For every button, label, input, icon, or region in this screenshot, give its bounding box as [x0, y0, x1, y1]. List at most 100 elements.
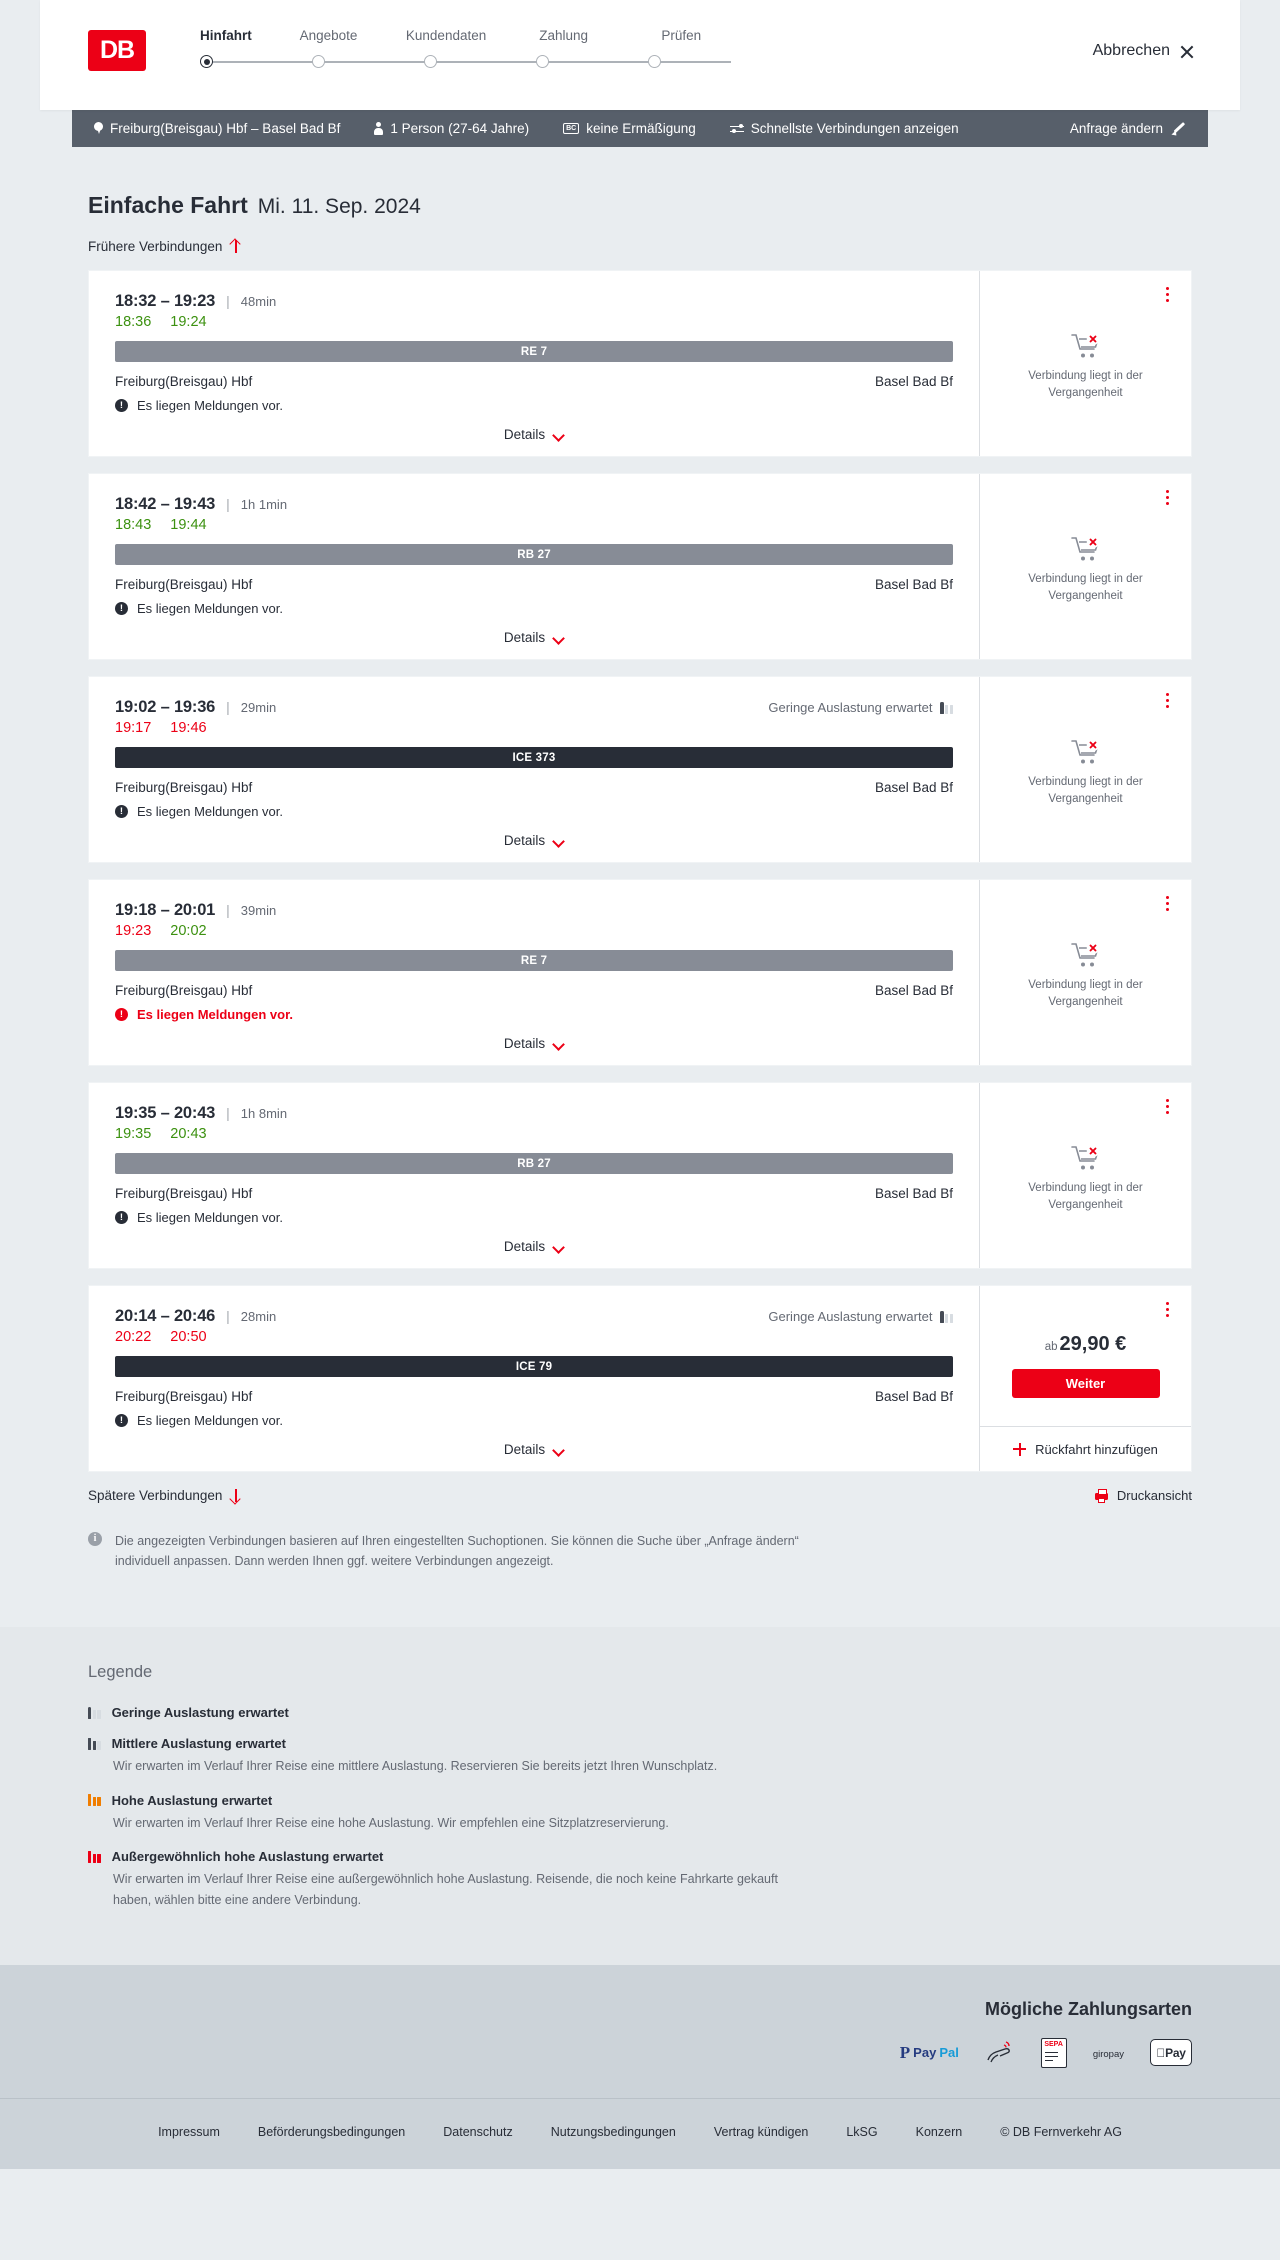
- person-icon: [374, 122, 384, 135]
- connection-message[interactable]: ! Es liegen Meldungen vor.: [115, 1413, 953, 1428]
- criteria-passengers-label: 1 Person (27-64 Jahre): [390, 121, 530, 136]
- scheduled-time-range: 20:14 – 20:46: [115, 1307, 216, 1325]
- actual-departure-time: 20:22: [115, 1329, 152, 1345]
- step-dot-angebote[interactable]: [312, 55, 325, 68]
- actual-times: 18:36 19:24: [115, 314, 953, 330]
- details-toggle[interactable]: Details: [115, 1036, 953, 1051]
- chevron-down-icon: [553, 1446, 564, 1453]
- connection-message[interactable]: ! Es liegen Meldungen vor.: [115, 398, 953, 413]
- step-dot-kundendaten[interactable]: [424, 55, 437, 68]
- departure-station: Freiburg(Breisgau) Hbf: [115, 374, 253, 389]
- scheduled-time-range: 18:42 – 19:43: [115, 495, 216, 513]
- actual-arrival-time: 20:50: [170, 1329, 207, 1345]
- connection-info: 18:42 – 19:43 | 1h 1min 18:43 19:44 RB 2…: [89, 474, 979, 659]
- exclamation-icon: !: [115, 399, 128, 412]
- later-connections-button[interactable]: Spätere Verbindungen: [88, 1488, 241, 1503]
- connection-card[interactable]: 19:02 – 19:36 | 29min Geringe Auslastung…: [88, 676, 1192, 863]
- train-line-label: RB 27: [517, 548, 551, 561]
- scheduled-time-range: 19:18 – 20:01: [115, 901, 216, 919]
- step-dot-pruefen[interactable]: [648, 55, 661, 68]
- details-toggle[interactable]: Details: [115, 427, 953, 442]
- occupancy-indicator: Geringe Auslastung erwartet: [768, 700, 953, 715]
- connection-card[interactable]: 20:14 – 20:46 | 28min Geringe Auslastung…: [88, 1285, 1192, 1472]
- actual-arrival-time: 19:44: [170, 517, 207, 533]
- more-options-button[interactable]: [1159, 692, 1175, 710]
- info-icon: i: [88, 1532, 102, 1546]
- step-dot-zahlung[interactable]: [536, 55, 549, 68]
- db-logo[interactable]: DB: [88, 30, 146, 71]
- legend-item-head: Hohe Auslastung erwartet: [88, 1793, 1192, 1808]
- details-toggle[interactable]: Details: [115, 1442, 953, 1457]
- connection-message[interactable]: ! Es liegen Meldungen vor.: [115, 1007, 953, 1022]
- sepa-label: SEPA: [1044, 2041, 1063, 2048]
- occupancy-very-high-icon: [88, 1850, 101, 1863]
- occupancy-low-icon: [88, 1706, 101, 1719]
- details-toggle[interactable]: Details: [115, 1239, 953, 1254]
- chevron-down-icon: [553, 1040, 564, 1047]
- details-toggle[interactable]: Details: [115, 630, 953, 645]
- search-criteria-bar: Freiburg(Breisgau) Hbf – Basel Bad Bf 1 …: [72, 110, 1208, 147]
- connection-card[interactable]: 18:32 – 19:23 | 48min 18:36 19:24 RE 7 F…: [88, 270, 1192, 457]
- connection-card[interactable]: 18:42 – 19:43 | 1h 1min 18:43 19:44 RB 2…: [88, 473, 1192, 660]
- details-label: Details: [503, 427, 546, 442]
- exclamation-icon: !: [115, 1008, 128, 1021]
- connection-times: 18:42 – 19:43 | 1h 1min: [115, 495, 953, 514]
- step-dot-hinfahrt[interactable]: [200, 55, 213, 68]
- criteria-route[interactable]: Freiburg(Breisgau) Hbf – Basel Bad Bf: [94, 121, 340, 136]
- more-options-button[interactable]: [1159, 1301, 1175, 1319]
- step-label-zahlung[interactable]: Zahlung: [539, 28, 589, 43]
- footer-link-befoerderungsbedingungen[interactable]: Beförderungsbedingungen: [257, 2124, 406, 2139]
- more-options-button[interactable]: [1159, 1098, 1175, 1116]
- unavailable-notice: Verbindung liegt in der Vergangenheit: [980, 474, 1191, 659]
- giropay-label: giropay: [1092, 2048, 1124, 2060]
- time-separator: |: [226, 496, 230, 512]
- footer-link-datenschutz[interactable]: Datenschutz: [443, 2124, 513, 2139]
- connection-message[interactable]: ! Es liegen Meldungen vor.: [115, 1210, 953, 1225]
- criteria-passengers[interactable]: 1 Person (27-64 Jahre): [374, 121, 529, 136]
- criteria-sorting[interactable]: Schnellste Verbindungen anzeigen: [729, 121, 959, 136]
- add-return-trip-button[interactable]: Rückfahrt hinzufügen: [980, 1426, 1191, 1471]
- more-options-button[interactable]: [1159, 895, 1175, 913]
- connection-action-panel: Verbindung liegt in der Vergangenheit: [979, 880, 1191, 1065]
- cancel-button[interactable]: Abbrechen: [1093, 42, 1194, 60]
- earlier-connections-button[interactable]: Frühere Verbindungen: [88, 239, 241, 254]
- actual-arrival-time: 20:43: [170, 1126, 207, 1142]
- footer-link-nutzungsbedingungen[interactable]: Nutzungsbedingungen: [550, 2124, 676, 2139]
- details-label: Details: [503, 1239, 546, 1254]
- time-separator: |: [226, 1308, 230, 1324]
- footer-link-vertrag-kuendigen[interactable]: Vertrag kündigen: [713, 2124, 809, 2139]
- step-label-hinfahrt[interactable]: Hinfahrt: [200, 28, 252, 43]
- print-view-button[interactable]: Druckansicht: [1094, 1488, 1192, 1503]
- connection-message[interactable]: ! Es liegen Meldungen vor.: [115, 804, 953, 819]
- paypal-glyph: P: [899, 2042, 911, 2062]
- arrival-station: Basel Bad Bf: [874, 1186, 953, 1201]
- footer-link-lksg[interactable]: LkSG: [846, 2124, 878, 2139]
- actual-times: 20:22 20:50: [115, 1329, 953, 1345]
- criteria-discount[interactable]: BC keine Ermäßigung: [563, 121, 696, 136]
- step-label-kundendaten[interactable]: Kundendaten: [405, 28, 487, 43]
- location-pin-icon: [94, 122, 103, 135]
- connection-times: 20:14 – 20:46 | 28min: [115, 1307, 953, 1326]
- details-toggle[interactable]: Details: [115, 833, 953, 848]
- connection-card[interactable]: 19:18 – 20:01 | 39min 19:23 20:02 RE 7 F…: [88, 879, 1192, 1066]
- step-label-pruefen[interactable]: Prüfen: [661, 28, 702, 43]
- footer-link-impressum[interactable]: Impressum: [158, 2124, 220, 2139]
- edit-search-button[interactable]: Anfrage ändern: [1070, 121, 1186, 136]
- train-line-bar: ICE 373: [115, 747, 953, 768]
- more-options-button[interactable]: [1159, 286, 1175, 304]
- departure-station: Freiburg(Breisgau) Hbf: [115, 1389, 253, 1404]
- legend-item: Mittlere Auslastung erwartet Wir erwarte…: [88, 1736, 1192, 1777]
- unavailable-notice: Verbindung liegt in der Vergangenheit: [980, 1083, 1191, 1268]
- connection-message[interactable]: ! Es liegen Meldungen vor.: [115, 601, 953, 616]
- connection-action-panel: ab 29,90 € Weiter Rückfahrt hinzufügen: [979, 1286, 1191, 1471]
- departure-station: Freiburg(Breisgau) Hbf: [115, 983, 253, 998]
- footer-link-konzern[interactable]: Konzern: [915, 2124, 963, 2139]
- arrival-station: Basel Bad Bf: [874, 983, 953, 998]
- sliders-icon: [729, 123, 744, 134]
- more-options-button[interactable]: [1159, 489, 1175, 507]
- connection-card[interactable]: 19:35 – 20:43 | 1h 8min 19:35 20:43 RB 2…: [88, 1082, 1192, 1269]
- continue-button[interactable]: Weiter: [1011, 1368, 1160, 1398]
- step-label-angebote[interactable]: Angebote: [299, 28, 358, 43]
- departure-station: Freiburg(Breisgau) Hbf: [115, 1186, 253, 1201]
- time-separator: |: [226, 1105, 230, 1121]
